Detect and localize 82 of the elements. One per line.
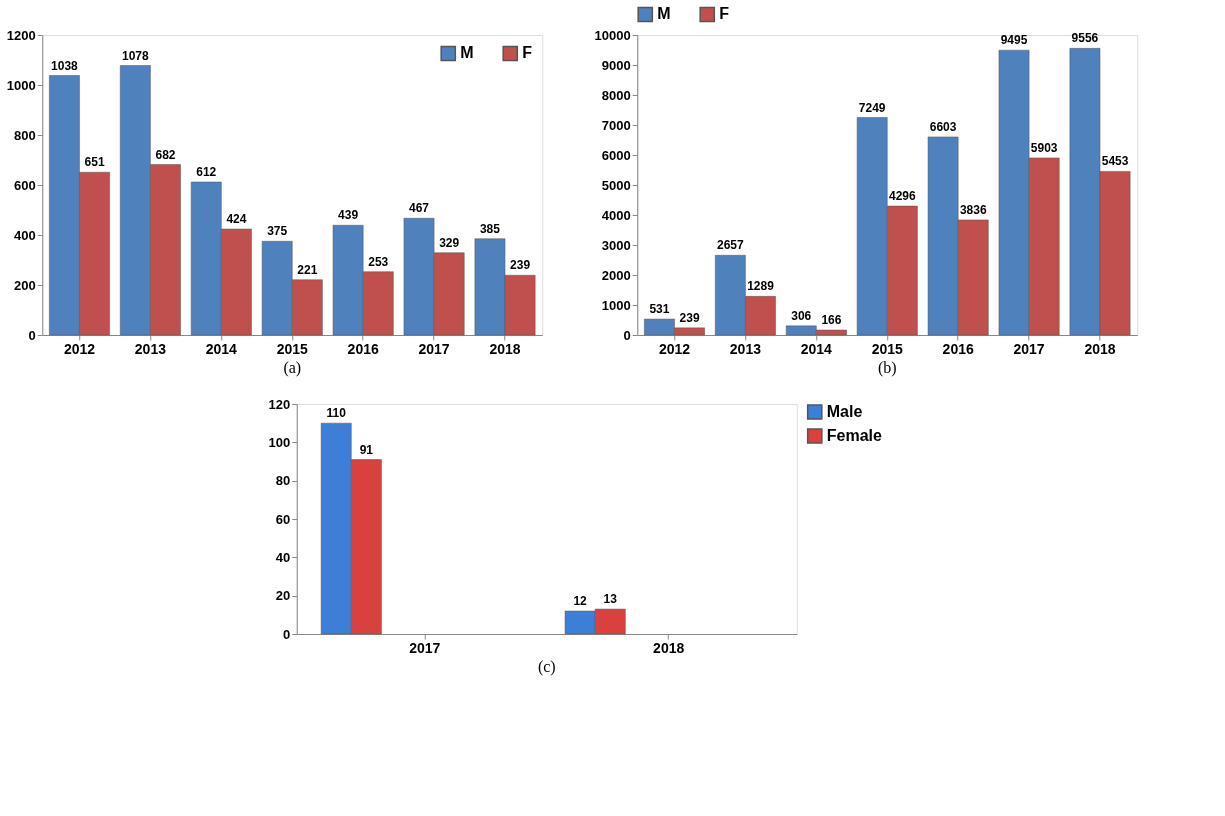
y-tick-label: 10000 — [594, 27, 631, 43]
data-label: 4296 — [888, 189, 916, 204]
y-tick-label: 600 — [14, 177, 36, 193]
x-tick-label: 2017 — [418, 340, 450, 357]
y-tick-label: 7000 — [601, 117, 631, 133]
y-tick-label: 8000 — [601, 87, 631, 103]
x-tick-label: 2016 — [347, 340, 379, 357]
data-label: 1289 — [747, 279, 775, 294]
data-label: 467 — [409, 201, 430, 216]
data-label: 682 — [155, 147, 176, 162]
x-tick-label: 2015 — [871, 340, 904, 357]
data-label: 3836 — [959, 202, 987, 217]
data-label: 1078 — [121, 48, 150, 63]
y-tick-label: 3000 — [601, 237, 631, 253]
data-label: 9495 — [1000, 33, 1028, 48]
data-label: 306 — [791, 308, 812, 323]
data-label: 612 — [196, 165, 217, 179]
data-label: 221 — [297, 262, 318, 277]
data-label: 5453 — [1101, 154, 1129, 169]
y-tick-label: 1000 — [601, 297, 631, 313]
text: (c) — [537, 658, 556, 676]
x-tick-label: 2013 — [729, 340, 762, 357]
y-tick-label: 800 — [14, 127, 36, 143]
legend-label: F — [719, 5, 730, 23]
x-tick-label: 2018 — [653, 639, 685, 656]
y-tick-label: 1000 — [6, 77, 36, 93]
x-tick-label: 2017 — [1013, 340, 1045, 357]
data-label: 7249 — [858, 100, 886, 115]
y-tick-label: 200 — [14, 277, 36, 293]
x-tick-label: 2015 — [276, 340, 309, 357]
y-tick-label: 40 — [275, 549, 291, 565]
legend-label: Female — [826, 427, 882, 444]
legend-label: F — [522, 44, 533, 62]
y-tick-label: 120 — [268, 396, 291, 412]
data-label: 166 — [821, 313, 842, 328]
x-tick-label: 2018 — [489, 340, 521, 357]
x-tick-label: 2017 — [409, 639, 441, 656]
legend-label: Male — [826, 403, 863, 420]
data-label: 1038 — [51, 58, 79, 73]
data-label: 253 — [368, 254, 389, 269]
y-tick-label: 60 — [275, 511, 291, 527]
x-tick-label: 2012 — [658, 340, 691, 357]
y-tick-label: 100 — [268, 434, 291, 450]
data-label: 531 — [649, 302, 670, 317]
data-label: 651 — [84, 155, 105, 170]
x-tick-label: 2012 — [63, 340, 96, 357]
data-label: 385 — [479, 221, 501, 236]
data-label: 13 — [603, 592, 618, 607]
data-label: 439 — [338, 208, 359, 223]
data-label: 329 — [439, 235, 460, 250]
legend-label: M — [657, 5, 671, 23]
data-label: 5903 — [1030, 140, 1058, 155]
y-tick-label: 0 — [28, 327, 36, 343]
y-tick-label: 4000 — [601, 207, 631, 223]
x-tick-label: 2014 — [800, 340, 833, 357]
data-label: 6603 — [929, 119, 957, 134]
text: (b) — [877, 359, 897, 377]
y-tick-label: 0 — [623, 327, 631, 343]
data-label: 12 — [573, 594, 588, 608]
y-tick-label: 0 — [283, 626, 291, 642]
y-tick-label: 6000 — [601, 147, 631, 163]
data-label: 2657 — [716, 238, 745, 253]
data-label: 375 — [267, 224, 288, 239]
data-label: 239 — [510, 258, 531, 273]
legend-label: M — [460, 44, 474, 62]
data-label: 424 — [226, 212, 247, 226]
data-label: 91 — [359, 442, 374, 457]
text: (a) — [283, 359, 302, 377]
data-label: 110 — [326, 406, 347, 421]
x-tick-label: 2016 — [942, 340, 974, 357]
y-tick-label: 2000 — [601, 267, 631, 283]
y-tick-label: 9000 — [601, 57, 631, 73]
data-label: 9556 — [1071, 31, 1099, 46]
y-tick-label: 80 — [275, 473, 291, 489]
x-tick-label: 2018 — [1084, 340, 1116, 357]
y-tick-label: 5000 — [601, 177, 631, 193]
y-tick-label: 20 — [275, 588, 291, 604]
data-label: 239 — [679, 310, 700, 325]
x-tick-label: 2014 — [205, 340, 238, 357]
y-tick-label: 400 — [14, 227, 36, 243]
y-tick-label: 1200 — [6, 27, 36, 43]
x-tick-label: 2013 — [134, 340, 167, 357]
